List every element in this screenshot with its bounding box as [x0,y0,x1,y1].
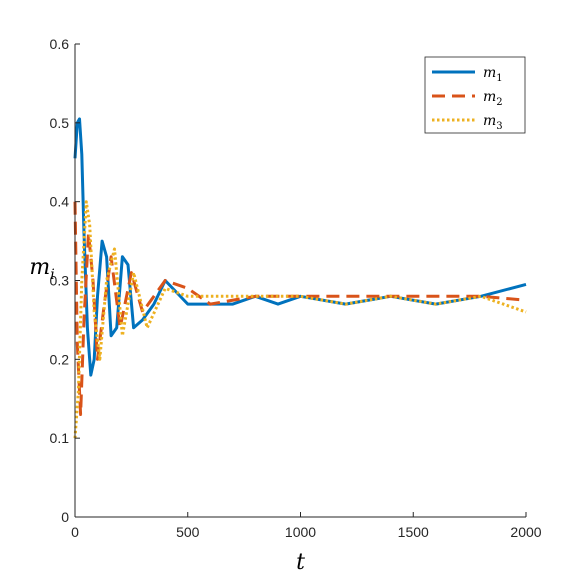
legend-label-1: m1 [483,65,503,84]
y-tick-label: 0.3 [50,273,70,289]
x-axis-title: t [296,550,305,575]
y-tick-label: 0.2 [50,351,70,367]
x-tick-label: 1000 [285,524,316,540]
tick-labels: 0 500 1000 1500 2000 0 0.1 0.2 0.3 0.4 0.5 0.6 [50,36,542,540]
legend-entries: m1 m2 m3 [432,65,503,132]
series-layer [73,117,527,439]
series-line-3 [73,200,527,439]
y-axis-title-subscript: i [50,267,54,283]
y-axis-title-main: m [29,255,50,280]
x-tick-label: 500 [176,524,200,540]
y-tick-label: 0 [61,509,69,525]
x-tick-label: 0 [71,524,79,540]
axes [74,43,527,518]
y-tick-label: 0.6 [50,36,70,52]
x-tick-label: 2000 [510,524,541,540]
y-tick-label: 0.1 [50,430,70,446]
legend-label-3: m3 [483,113,503,132]
y-tick-label: 0.4 [50,194,70,210]
y-axis-title: mi [29,255,54,283]
series-line-2 [73,201,527,416]
x-tick-label: 1500 [398,524,429,540]
legend: m1 m2 m3 [424,56,526,134]
y-tick-label: 0.5 [50,115,70,131]
legend-label-2: m2 [483,89,503,108]
